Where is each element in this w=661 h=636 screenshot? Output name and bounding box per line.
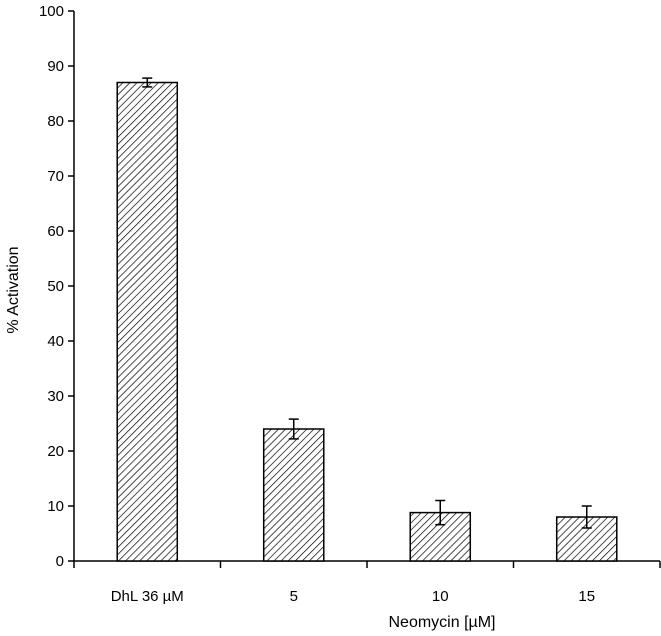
x-tick-label: 10 bbox=[432, 588, 449, 605]
x-axis-title: Neomycin [µM] bbox=[388, 614, 495, 631]
x-tick-label: 5 bbox=[290, 588, 298, 605]
y-tick-label: 50 bbox=[47, 278, 64, 295]
y-tick-label: 10 bbox=[47, 498, 64, 515]
y-tick-label: 30 bbox=[47, 388, 64, 405]
x-tick-label: 15 bbox=[578, 588, 595, 605]
y-tick-label: 60 bbox=[47, 223, 64, 240]
bar bbox=[116, 81, 179, 562]
y-tick-label: 0 bbox=[56, 553, 64, 570]
bars-group bbox=[116, 77, 618, 562]
y-tick-label: 40 bbox=[47, 333, 64, 350]
y-tick-label: 100 bbox=[39, 3, 64, 20]
y-tick-label: 80 bbox=[47, 113, 64, 130]
bar bbox=[262, 428, 325, 562]
y-tick-label: 90 bbox=[47, 58, 64, 75]
y-axis-title: % Activation bbox=[5, 246, 22, 333]
x-axis: DhL 36 µM 5 10 15 bbox=[73, 560, 661, 605]
y-tick-label: 70 bbox=[47, 168, 64, 185]
y-tick-label: 20 bbox=[47, 443, 64, 460]
y-axis: 0 10 20 30 40 50 60 70 80 90 100 bbox=[39, 3, 75, 570]
x-tick-label: DhL 36 µM bbox=[111, 588, 184, 605]
